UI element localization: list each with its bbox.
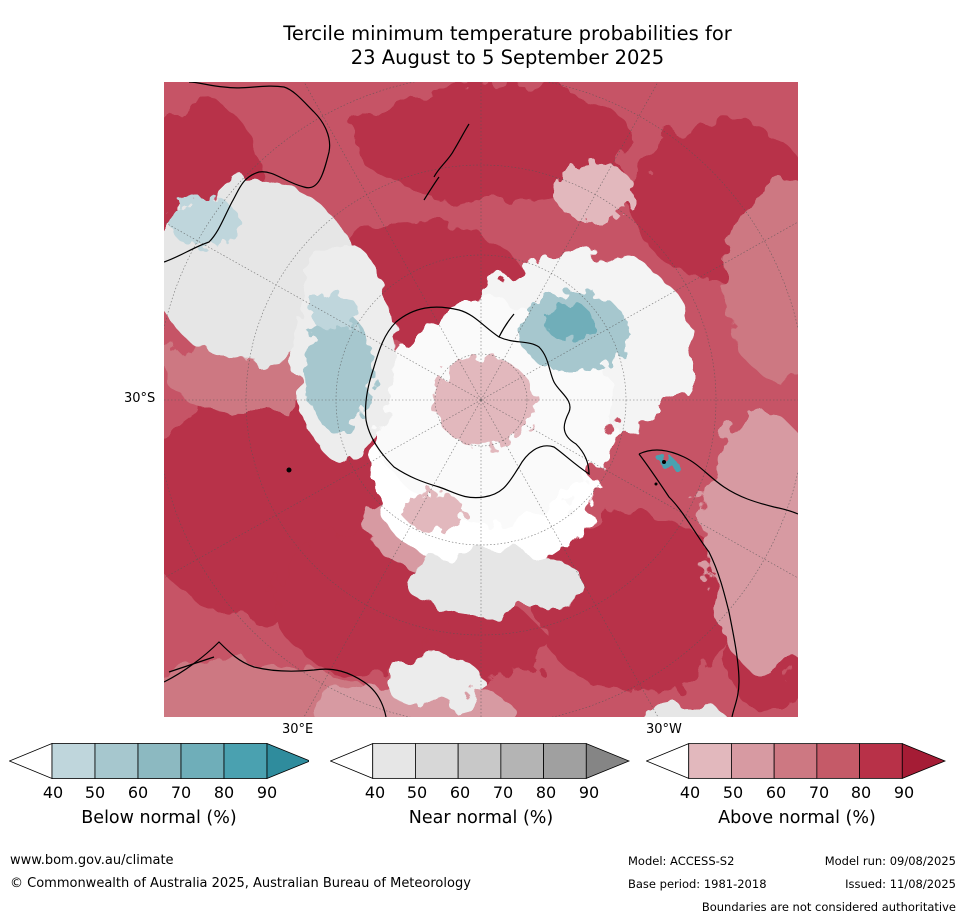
- lon-label-30e: 30°E: [282, 722, 314, 737]
- below-normal-areas: [169, 197, 676, 471]
- nz-south-island: [423, 176, 440, 201]
- colorbar-cell: [688, 743, 732, 779]
- islands: [286, 460, 666, 486]
- footer-website: www.bom.gov.au/climate: [10, 853, 174, 868]
- tick-label: 70: [170, 783, 192, 802]
- colorbar-cell: [137, 743, 182, 779]
- tick-label: 40: [364, 783, 386, 802]
- colorbar-cell: [500, 743, 544, 779]
- tick-label: 50: [406, 783, 428, 802]
- tick-label: 90: [256, 783, 278, 802]
- south-america-coast-east: [638, 453, 740, 717]
- colorbar-below-ticks: 40 50 60 70 80 90: [9, 783, 309, 803]
- colorbar-extend-low: [330, 743, 374, 779]
- tick-label: 90: [578, 783, 600, 802]
- colorbar-near-label: Near normal (%): [408, 808, 554, 828]
- colorbar-cell: [94, 743, 139, 779]
- lon-label-30w: 30°W: [646, 722, 682, 737]
- colorbar-cell: [223, 743, 268, 779]
- madagascar-coast: [168, 656, 215, 673]
- tick-label: 60: [127, 783, 149, 802]
- colorbar-cell: [731, 743, 775, 779]
- colorbar-extend-high: [266, 743, 309, 779]
- footer-copyright: © Commonwealth of Australia 2025, Austra…: [10, 876, 471, 891]
- colorbar-extend-high: [585, 743, 630, 779]
- colorbar-extend-low: [9, 743, 53, 779]
- tick-label: 80: [850, 783, 872, 802]
- south-america-coast-north: [638, 449, 798, 515]
- colorbar-cell: [543, 743, 587, 779]
- graticule: [164, 82, 798, 717]
- title-line-1: Tercile minimum temperature probabilitie…: [283, 22, 732, 45]
- colorbar-cell: [180, 743, 225, 779]
- colorbar-cell: [859, 743, 903, 779]
- tick-label: 40: [42, 783, 64, 802]
- map-svg: [164, 82, 798, 717]
- colorbar-above-label: Above normal (%): [718, 808, 876, 828]
- tick-label: 60: [449, 783, 471, 802]
- title-line-2: 23 August to 5 September 2025: [350, 46, 665, 69]
- coastlines: [164, 82, 798, 717]
- tick-label: 50: [722, 783, 744, 802]
- tick-label: 70: [808, 783, 830, 802]
- lat-label-30s: 30°S: [124, 391, 156, 406]
- probability-map: [164, 82, 798, 717]
- footer-boundaries: Boundaries are not considered authoritat…: [701, 900, 956, 914]
- tick-label: 60: [765, 783, 787, 802]
- antarctic-peninsula: [498, 313, 515, 338]
- colorbar-extend-low: [646, 743, 690, 779]
- colorbar-below-label: Below normal (%): [81, 808, 237, 828]
- antarctica-coast: [364, 306, 590, 499]
- tick-label: 80: [213, 783, 235, 802]
- nz-north-island: [433, 123, 470, 178]
- footer-issued: Issued: 11/08/2025: [845, 877, 956, 891]
- tick-label: 70: [492, 783, 514, 802]
- tick-label: 80: [535, 783, 557, 802]
- colorbar-above-normal: [646, 743, 946, 779]
- colorbar-cell: [415, 743, 459, 779]
- colorbar-cell: [372, 743, 416, 779]
- colorbar-near-normal: [330, 743, 630, 779]
- tick-label: 90: [893, 783, 915, 802]
- colorbar-near-ticks: 40 50 60 70 80 90: [330, 783, 632, 803]
- footer-model-run: Model run: 09/08/2025: [824, 854, 956, 868]
- colorbar-cell: [816, 743, 860, 779]
- colorbar-extend-high: [901, 743, 946, 779]
- footer-model: Model: ACCESS-S2: [628, 854, 735, 868]
- map-title: Tercile minimum temperature probabilitie…: [0, 22, 965, 70]
- tick-label: 40: [679, 783, 701, 802]
- australia-coast: [164, 82, 331, 263]
- tick-label: 50: [84, 783, 106, 802]
- colorbar-cell: [457, 743, 502, 779]
- colorbar-above-ticks: 40 50 60 70 80 90: [646, 783, 948, 803]
- colorbar-cell: [51, 743, 96, 779]
- colorbar-below-normal: [9, 743, 309, 779]
- colorbar-cell: [773, 743, 818, 779]
- footer-base-period: Base period: 1981-2018: [628, 877, 767, 891]
- africa-coast: [164, 641, 387, 717]
- polar-light-pink: [404, 162, 634, 532]
